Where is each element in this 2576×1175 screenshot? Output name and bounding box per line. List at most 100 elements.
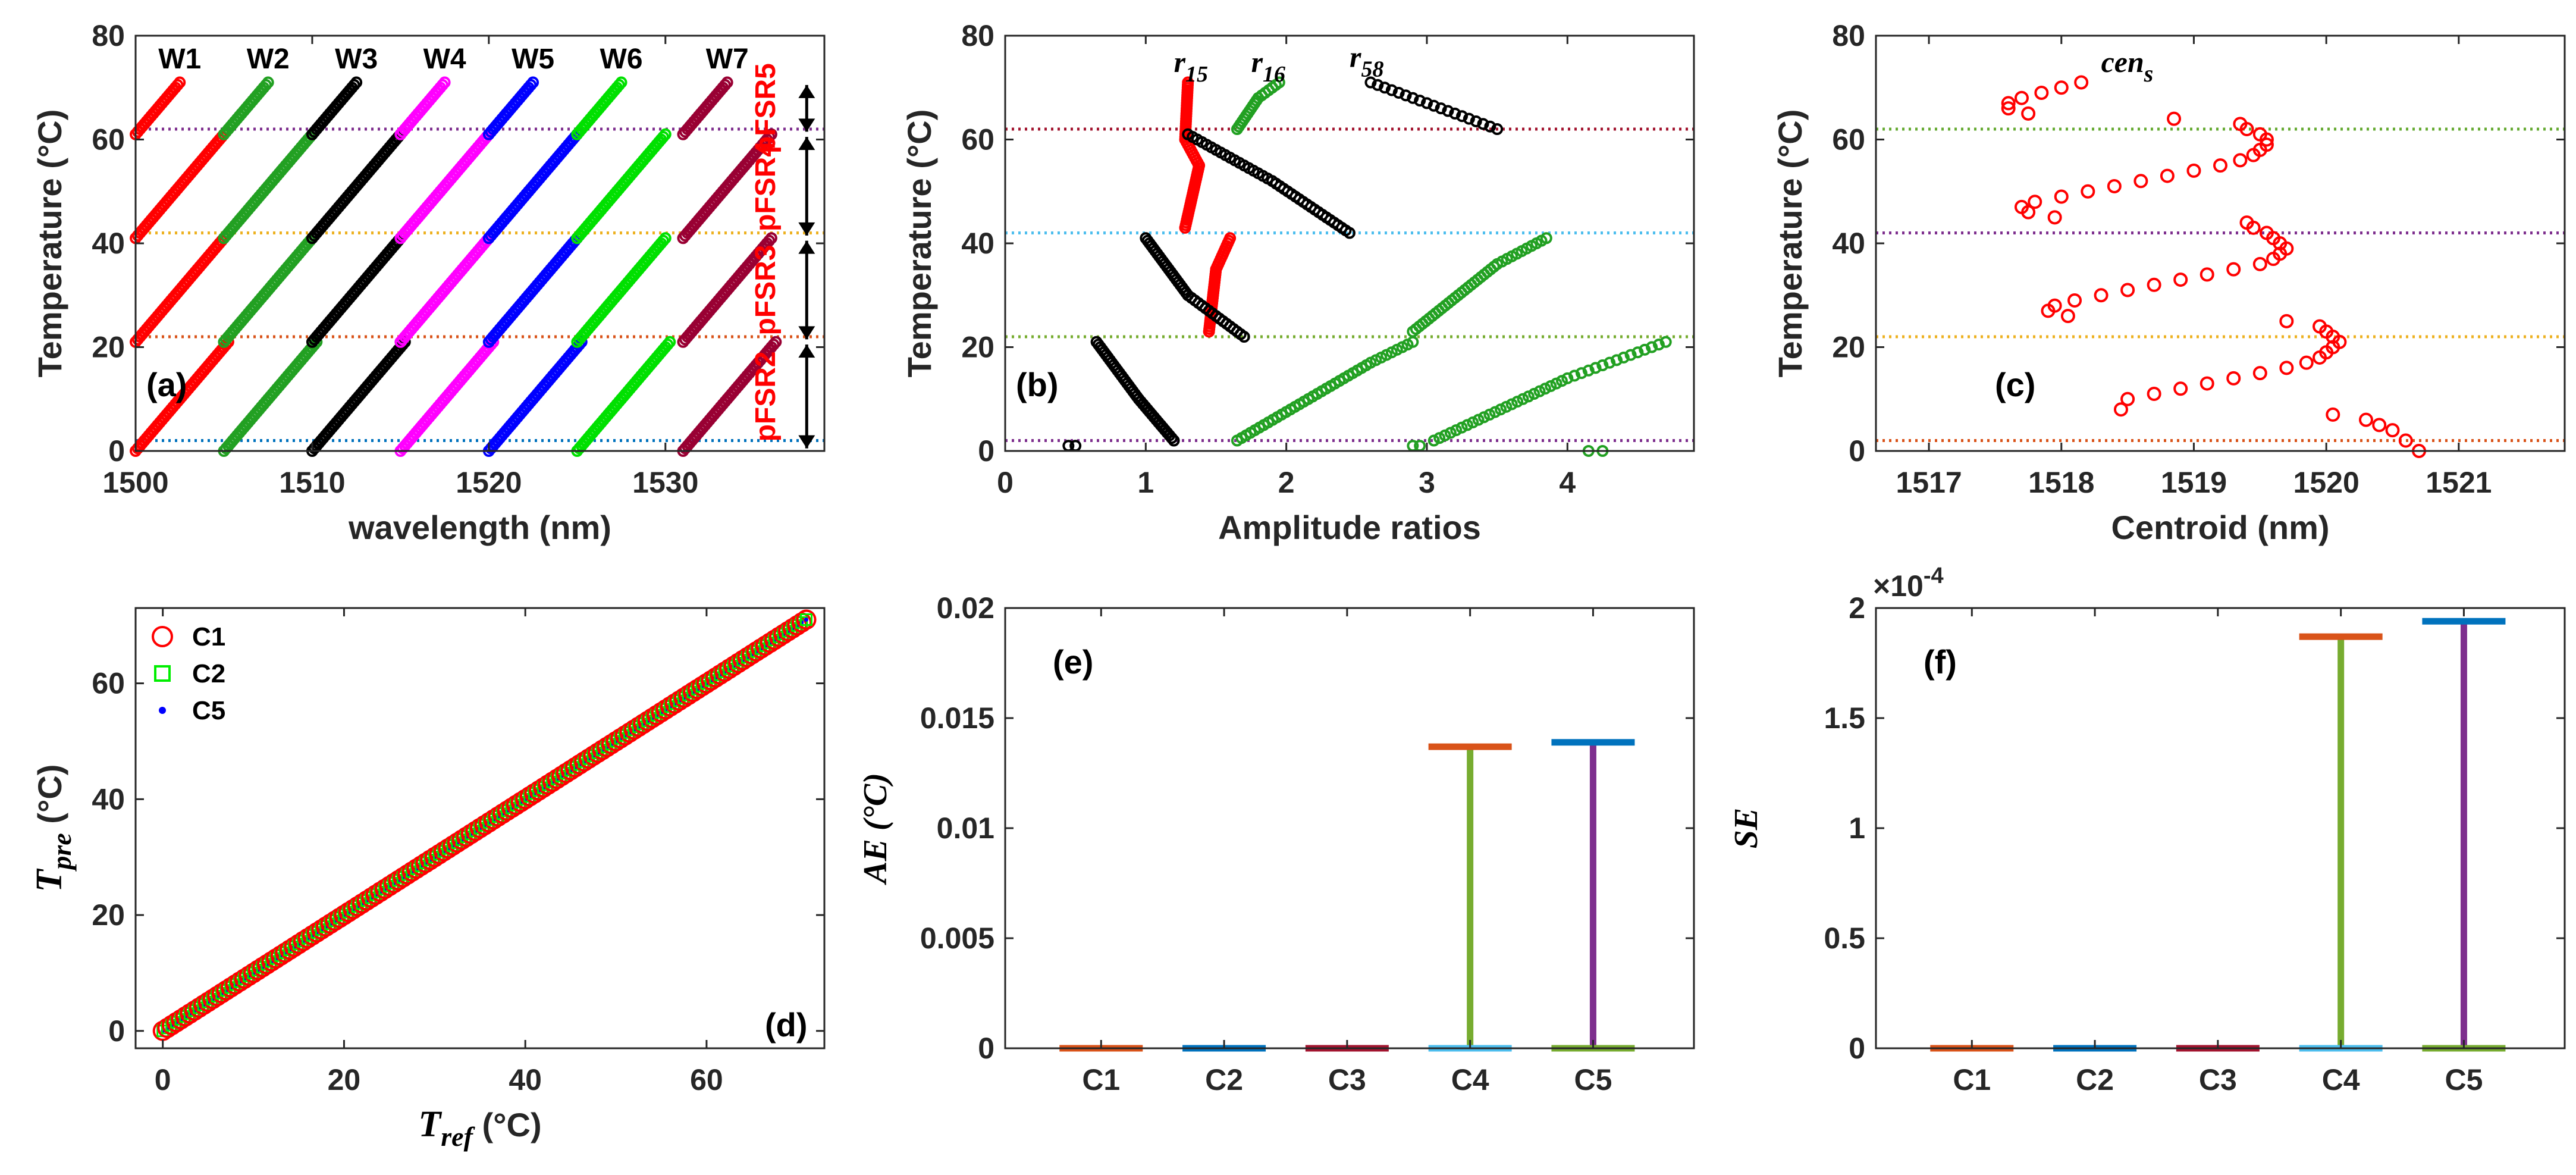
data-point [1511,396,1524,408]
data-point [2028,195,2042,209]
centroid-base: cen [2101,45,2144,79]
data-point [2074,75,2089,90]
series-label: W2 [247,43,290,75]
data-point [1646,341,1658,353]
data-point [2226,371,2241,386]
x-tick-label: 4 [1559,466,1576,499]
y-tick-label: 20 [1832,331,1865,364]
data-point [2259,225,2274,240]
data-point [2081,184,2095,199]
data-point [2120,391,2135,406]
panel-label: (a) [146,366,187,403]
data-point [2200,267,2214,282]
data-point [1472,413,1485,426]
data-point [2021,106,2036,121]
data-point [1439,429,1451,441]
series-W5 [482,76,588,457]
y-axis-label: Temperature (°C) [31,109,68,378]
y-tick-label: 40 [961,227,994,260]
data-point [2372,418,2387,433]
ratio-annotation: r16 [1251,45,1285,87]
x-tick-label: 1520 [456,466,522,499]
data-point [2173,381,2188,396]
data-point [2147,277,2161,292]
x-tick-label: 2 [1278,466,1295,499]
series-label: W3 [335,43,378,75]
data-point [1539,383,1551,395]
data-point [1273,76,1285,89]
data-point [2358,412,2373,427]
x-tick-label: C4 [2322,1063,2360,1096]
data-point [1455,421,1468,434]
data-point [2147,387,2161,402]
series-W4 [394,76,500,457]
data-point [1344,227,1356,239]
data-point [1427,434,1440,447]
panel-label: (f) [1924,643,1957,681]
data-point [1224,232,1237,245]
arrow-head-icon [798,84,815,98]
data-point [1379,82,1391,94]
data-point [2200,376,2214,391]
data-point [1435,102,1447,115]
ratio-annotation: r15 [1174,45,1208,87]
data-point [765,232,777,245]
series-label: W1 [158,43,201,75]
data-point [2326,407,2340,422]
y-label-base: T [29,868,70,892]
x-tick-label: 1519 [2161,466,2227,499]
y-tick-label: 0.5 [1824,922,1865,955]
series-label: W7 [706,43,749,75]
series-W7 [677,76,782,457]
x-tick-label: 1530 [632,466,698,499]
data-point [1467,416,1479,429]
data-point [2239,215,2254,230]
series-r15 [1179,76,1237,338]
data-point [2313,319,2327,334]
x-tick-label: 1521 [2426,466,2492,499]
data-point [1372,79,1384,91]
y-tick-label: 0.005 [920,922,994,955]
y-tick-label: 0 [1849,434,1865,468]
c2-point [800,613,813,626]
series-W6 [571,76,676,457]
data-point [1364,76,1377,89]
panel-e: C1 C2 C3 C4 C5 0 0.005 0.01 0.015 0.02 AE (°C) (e) [857,591,1695,1096]
panel-label: (c) [1995,366,2035,403]
data-point [2398,433,2413,448]
x-axis-label: wavelength (nm) [348,509,611,546]
series-label: W6 [600,43,643,75]
series-r16 [1231,76,1672,457]
side-label: pFSR5 [750,63,782,153]
data-point [174,76,186,89]
data-point [1484,120,1496,133]
data-point [659,232,672,245]
data-point [1604,356,1616,369]
side-label: pFSR4 [750,141,782,231]
x-label-base: T [418,1104,442,1145]
data-point [1550,377,1562,390]
x-axis-label: Amplitude ratios [1218,509,1481,546]
data-point [770,336,782,348]
data-point [2094,288,2109,303]
arrow-head-icon [798,344,815,358]
data-point [1456,110,1469,123]
series-W2 [218,76,323,457]
data-point [1433,432,1446,444]
ratio-annotation: r58 [1350,40,1383,82]
series-W1 [130,76,234,457]
side-label: pFSR2 [750,351,782,441]
data-point [1652,339,1665,351]
data-point [1533,385,1546,397]
exponent-power: -4 [1924,563,1944,588]
y-tick-label: 60 [1832,123,1865,156]
y-tick-label: 80 [92,19,125,52]
x-tick-label: 0 [997,466,1014,499]
c5-point [804,617,809,622]
data-point [1517,393,1529,405]
y-tick-label: 1 [1849,811,1865,845]
y-tick-label: 0 [978,434,994,468]
